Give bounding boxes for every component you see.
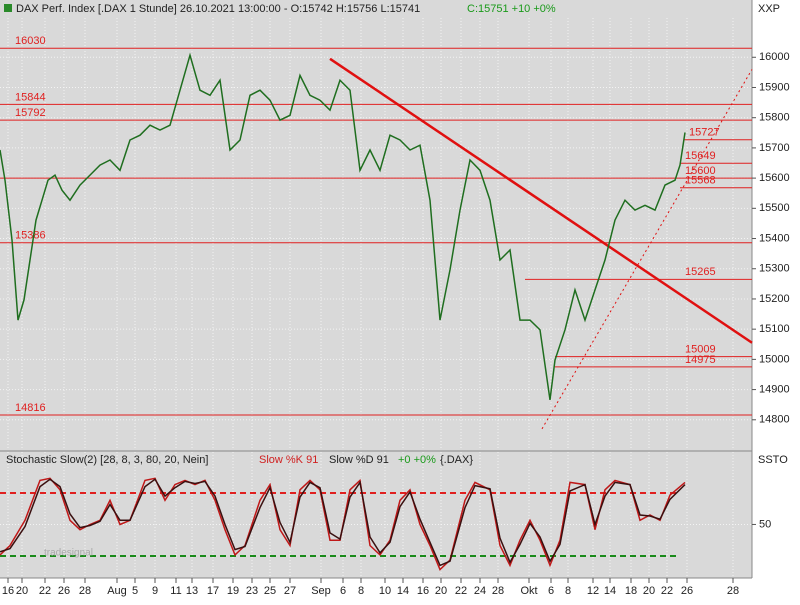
x-tick-label: Aug xyxy=(107,585,127,597)
x-tick-label: 20 xyxy=(16,585,28,597)
legend-change: +0 +0% xyxy=(398,454,436,466)
trendline xyxy=(329,57,753,344)
panel-title: Stochastic Slow(2) [28, 8, 3, 80, 20, Ne… xyxy=(6,454,208,466)
x-tick-label: 9 xyxy=(152,585,158,597)
layer: 14800 14900 15000 15100 15200 15300 15400 15500… xyxy=(0,18,790,597)
x-tick-label: 6 xyxy=(340,585,346,597)
level-label: 15265 xyxy=(685,266,716,278)
y-tick-label: 50 xyxy=(759,518,771,530)
series-line xyxy=(0,52,686,401)
x-tick-label: 16 xyxy=(417,585,429,597)
level-label: 16030 xyxy=(15,35,46,47)
y-tick-label: 15900 xyxy=(759,81,790,93)
y-tick-label: 15200 xyxy=(759,293,790,305)
legend-entry: Slow %K 91 xyxy=(259,454,318,466)
y-tick-label: 14900 xyxy=(759,383,790,395)
x-tick-label: 8 xyxy=(358,585,364,597)
x-tick-label: Okt xyxy=(520,585,537,597)
x-tick-label: 11 xyxy=(170,585,181,597)
axis-label: SSTO xyxy=(758,454,788,466)
y-tick-label: 15100 xyxy=(759,323,790,335)
x-tick-label: 26 xyxy=(681,585,693,597)
x-tick-label: 8 xyxy=(565,585,571,597)
trendline xyxy=(541,69,753,430)
y-tick-label: 15600 xyxy=(759,172,790,184)
x-tick-label: 18 xyxy=(625,585,637,597)
level-label: 15649 xyxy=(685,150,716,162)
x-tick-label: 28 xyxy=(727,585,739,597)
x-tick-label: 22 xyxy=(661,585,673,597)
y-tick-label: 16000 xyxy=(759,51,790,63)
x-tick-label: 24 xyxy=(474,585,486,597)
legend-symbol: {.DAX} xyxy=(440,454,473,466)
level-label: 15727 xyxy=(689,127,720,139)
x-tick-label: 22 xyxy=(39,585,51,597)
x-tick-label: 12 xyxy=(587,585,599,597)
x-tick-label: 17 xyxy=(207,585,219,597)
level-label: 15386 xyxy=(15,230,46,242)
x-tick-label: 26 xyxy=(58,585,70,597)
x-tick-label: 20 xyxy=(643,585,655,597)
legend-entry: Slow %D 91 xyxy=(329,454,389,466)
x-tick-label: 13 xyxy=(186,585,198,597)
chart-title: DAX Perf. Index [.DAX 1 Stunde] 26.10.20… xyxy=(16,3,420,15)
watermark: tradesignal xyxy=(44,548,93,559)
y-tick-label: 15800 xyxy=(759,112,790,124)
y-tick-label: 15000 xyxy=(759,353,790,365)
icon xyxy=(4,4,12,12)
level-label: 15600 xyxy=(685,165,716,177)
level-label: 14816 xyxy=(15,402,46,414)
level-label: 15844 xyxy=(15,91,46,103)
y-tick-label: 15500 xyxy=(759,202,790,214)
level-label: 15792 xyxy=(15,107,46,119)
plot-area xyxy=(0,0,752,578)
level-label: 15009 xyxy=(685,344,716,356)
x-tick-label: Sep xyxy=(311,585,331,597)
y-tick-label: 15700 xyxy=(759,142,790,154)
x-tick-label: 20 xyxy=(435,585,447,597)
x-tick-label: 28 xyxy=(79,585,91,597)
y-tick-label: 14800 xyxy=(759,414,790,426)
y-tick-label: 15300 xyxy=(759,263,790,275)
x-tick-label: 19 xyxy=(227,585,239,597)
axis-label: XXP xyxy=(758,3,780,15)
x-tick-label: 27 xyxy=(284,585,296,597)
x-tick-label: 10 xyxy=(379,585,391,597)
y-tick-label: 15400 xyxy=(759,232,790,244)
level-label: 14975 xyxy=(685,354,716,366)
x-tick-label: 6 xyxy=(548,585,554,597)
x-tick-label: 25 xyxy=(264,585,276,597)
x-tick-label: 28 xyxy=(492,585,504,597)
x-tick-label: 22 xyxy=(455,585,467,597)
x-tick-label: 5 xyxy=(132,585,138,597)
title-change: C:15751 +10 +0% xyxy=(467,3,556,15)
x-tick-label: 23 xyxy=(246,585,258,597)
series-line xyxy=(0,478,686,567)
x-tick-label: 16 xyxy=(2,585,14,597)
x-tick-label: 14 xyxy=(397,585,409,597)
level-label: 15568 xyxy=(685,175,716,187)
x-tick-label: 14 xyxy=(604,585,616,597)
